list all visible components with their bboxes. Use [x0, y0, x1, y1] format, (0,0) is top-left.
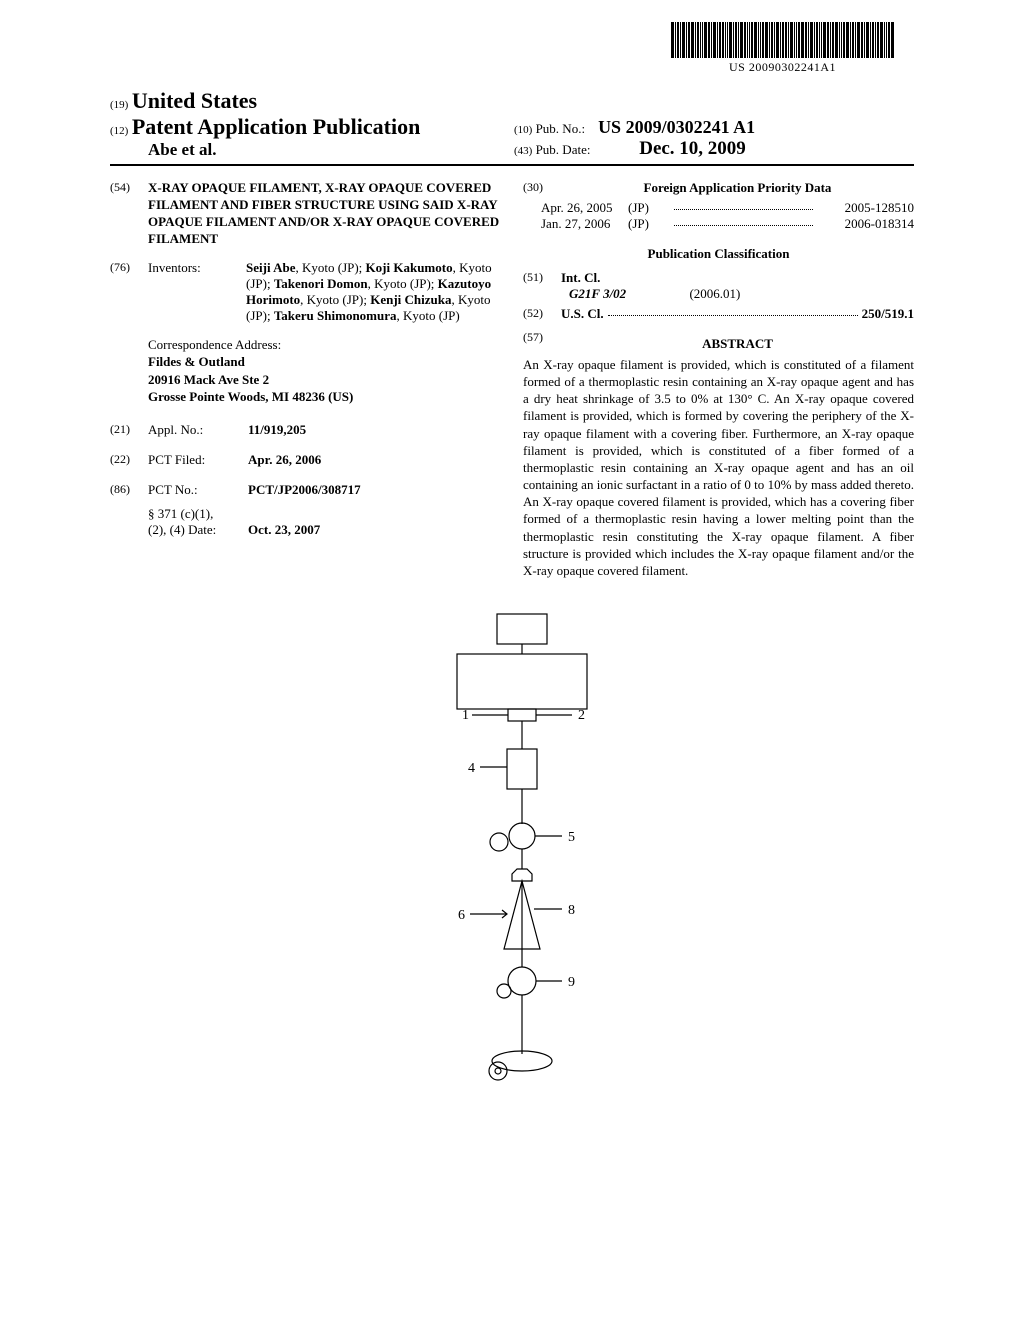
s371-l1: § 371 (c)(1), [148, 506, 248, 522]
header-left: (19) United States (12) Patent Applicati… [110, 88, 510, 160]
pub-no-label: Pub. No.: [536, 121, 585, 136]
right-column: (30) Foreign Application Priority Data A… [523, 180, 914, 579]
intcl-sym: G21F 3/02 [561, 286, 626, 301]
barcode-block: US 20090302241A1 [671, 22, 894, 75]
priority-row: Jan. 27, 2006(JP) 2006-018314 [523, 216, 914, 232]
pub-date-label: Pub. Date: [536, 142, 591, 157]
priority-num: 2005-128510 [819, 200, 914, 216]
corr-addr2: Grosse Pointe Woods, MI 48236 (US) [148, 389, 353, 404]
corr-head: Correspondence Address: [148, 336, 501, 354]
uscl-label: U.S. Cl. [561, 306, 604, 322]
pub-date-value: Dec. 10, 2009 [639, 138, 746, 159]
abstract-text: An X-ray opaque filament is provided, wh… [523, 356, 914, 579]
priority-cc: (JP) [628, 200, 668, 216]
priority-dots [674, 200, 813, 210]
priority-num: 2006-018314 [819, 216, 914, 232]
priority-date: Jan. 27, 2006 [523, 216, 628, 232]
appl-label: Appl. No.: [148, 422, 248, 438]
priority-code: (30) [523, 180, 561, 196]
country: United States [132, 88, 257, 113]
inventors-code: (76) [110, 260, 148, 324]
left-column: (54) X-RAY OPAQUE FILAMENT, X-RAY OPAQUE… [110, 180, 501, 579]
uscl-code: (52) [523, 306, 561, 322]
priority-head: Foreign Application Priority Data [561, 180, 914, 196]
intcl-code: (51) [523, 270, 561, 302]
priority-row: Apr. 26, 2005(JP) 2005-128510 [523, 200, 914, 216]
barcode-text: US 20090302241A1 [671, 60, 894, 75]
body-columns: (54) X-RAY OPAQUE FILAMENT, X-RAY OPAQUE… [110, 180, 914, 579]
s371-l2: (2), (4) Date: [148, 522, 248, 538]
header-right: (10) Pub. No.: US 2009/0302241 A1 (43) P… [510, 117, 914, 160]
fig-label-9: 9 [568, 975, 575, 990]
country-code: (19) [110, 99, 128, 111]
fig-label-6: 6 [458, 908, 465, 923]
appl-code: (21) [110, 422, 148, 438]
pct-no-code: (86) [110, 482, 148, 498]
appl-val: 11/919,205 [248, 422, 501, 438]
fig-label-5: 5 [568, 830, 575, 845]
pub-type: Patent Application Publication [132, 114, 420, 139]
pub-date-code: (43) [514, 145, 532, 157]
priority-date: Apr. 26, 2005 [523, 200, 628, 216]
pub-type-code: (12) [110, 125, 128, 137]
uscl-dots [608, 306, 858, 316]
pct-filed-val: Apr. 26, 2006 [248, 452, 501, 468]
authors-line: Abe et al. [110, 140, 510, 160]
invention-title: X-RAY OPAQUE FILAMENT, X-RAY OPAQUE COVE… [148, 180, 501, 248]
inventors-list: Seiji Abe, Kyoto (JP); Koji Kakumoto, Ky… [246, 260, 501, 324]
title-code: (54) [110, 180, 148, 248]
s371-val: Oct. 23, 2007 [248, 506, 501, 538]
patent-figure: 1 2 4 5 [110, 609, 914, 1099]
pct-no-val: PCT/JP2006/308717 [248, 482, 501, 498]
corr-name: Fildes & Outland [148, 354, 245, 369]
priority-dots [674, 216, 813, 226]
classification-head: Publication Classification [523, 246, 914, 262]
fig-label-1: 1 [462, 708, 469, 723]
corr-addr1: 20916 Mack Ave Ste 2 [148, 372, 269, 387]
correspondence-address: Correspondence Address: Fildes & Outland… [148, 336, 501, 406]
pub-no-code: (10) [514, 124, 532, 136]
intcl-label: Int. Cl. [561, 270, 914, 286]
priority-rows: Apr. 26, 2005(JP)2005-128510Jan. 27, 200… [523, 200, 914, 232]
pct-filed-code: (22) [110, 452, 148, 468]
inventors-label: Inventors: [148, 260, 246, 324]
intcl-year: (2006.01) [629, 286, 740, 301]
fig-label-4: 4 [468, 761, 475, 776]
pub-no-value: US 2009/0302241 A1 [598, 117, 755, 137]
barcode [671, 22, 894, 58]
priority-cc: (JP) [628, 216, 668, 232]
figure-svg: 1 2 4 5 [362, 609, 662, 1099]
abstract-code: (57) [523, 330, 561, 356]
fig-label-8: 8 [568, 903, 575, 918]
uscl-val: 250/519.1 [862, 306, 914, 322]
fig-label-2: 2 [578, 708, 585, 723]
header: (19) United States (12) Patent Applicati… [110, 88, 914, 166]
abstract-head: ABSTRACT [561, 336, 914, 352]
pct-filed-label: PCT Filed: [148, 452, 248, 468]
pct-no-label: PCT No.: [148, 482, 248, 498]
